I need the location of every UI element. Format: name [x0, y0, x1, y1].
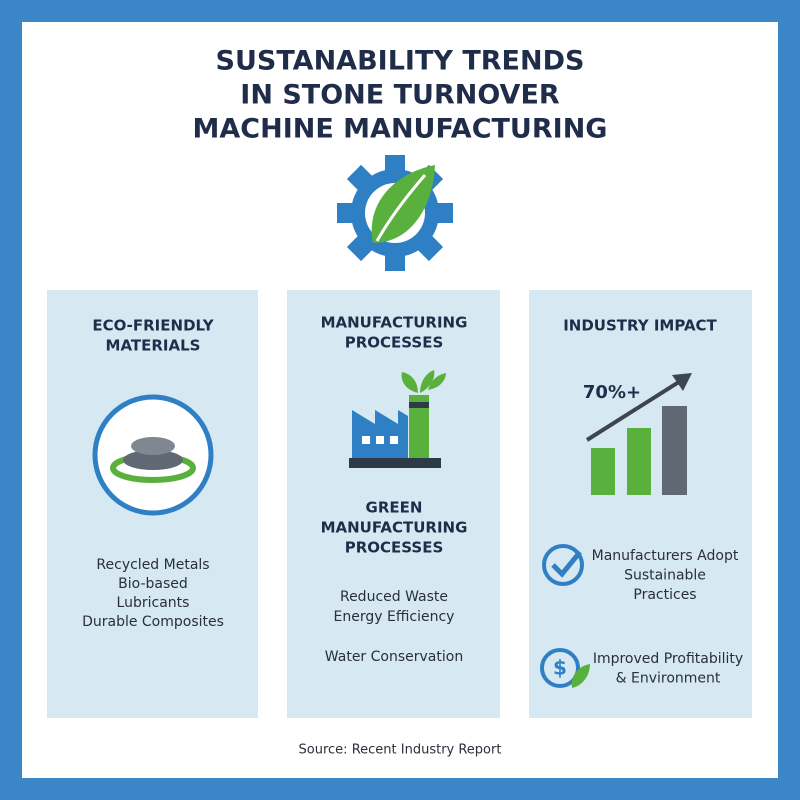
svg-text:$: $ [553, 656, 567, 680]
source: Source: Recent Industry Report [299, 743, 502, 758]
impact-point: Manufacturers Adopt [592, 548, 739, 564]
title: MACHINE MANUFACTURING [193, 114, 608, 145]
item: Lubricants [117, 595, 190, 611]
item: Energy Efficiency [334, 609, 455, 625]
check-icon [542, 544, 584, 586]
title: SUSTANABILITY TRENDS [216, 46, 585, 77]
panel-title: INDUSTRY IMPACT [563, 317, 717, 335]
impact-point: Practices [633, 587, 696, 603]
panel-title: PROCESSES [345, 334, 444, 352]
panel-title: MANUFACTURING [321, 314, 468, 332]
item: Durable Composites [82, 614, 224, 630]
factory-icon [349, 370, 446, 468]
growth-icon [585, 373, 692, 495]
item: Bio-based [118, 576, 188, 592]
panel [287, 290, 500, 718]
panel-title: MATERIALS [106, 337, 201, 355]
gear-icon [337, 155, 453, 271]
icon-label: 70%+ [583, 382, 641, 403]
panel-subtitle: PROCESSES [345, 539, 444, 557]
panel [529, 290, 752, 718]
dollar-icon: $ [540, 648, 590, 688]
item: Recycled Metals [96, 557, 209, 573]
impact-point: & Environment [616, 671, 721, 687]
item: Water Conservation [325, 649, 463, 665]
panel-subtitle: MANUFACTURING [321, 519, 468, 537]
item: Reduced Waste [340, 589, 448, 605]
title: IN STONE TURNOVER [240, 80, 560, 111]
panel-title: ECO-FRIENDLY [92, 317, 214, 335]
impact-point: Improved Profitability [593, 651, 743, 667]
impact-point: Sustainable [624, 568, 706, 584]
stone-icon [92, 394, 214, 516]
panel-subtitle: GREEN [366, 499, 423, 517]
